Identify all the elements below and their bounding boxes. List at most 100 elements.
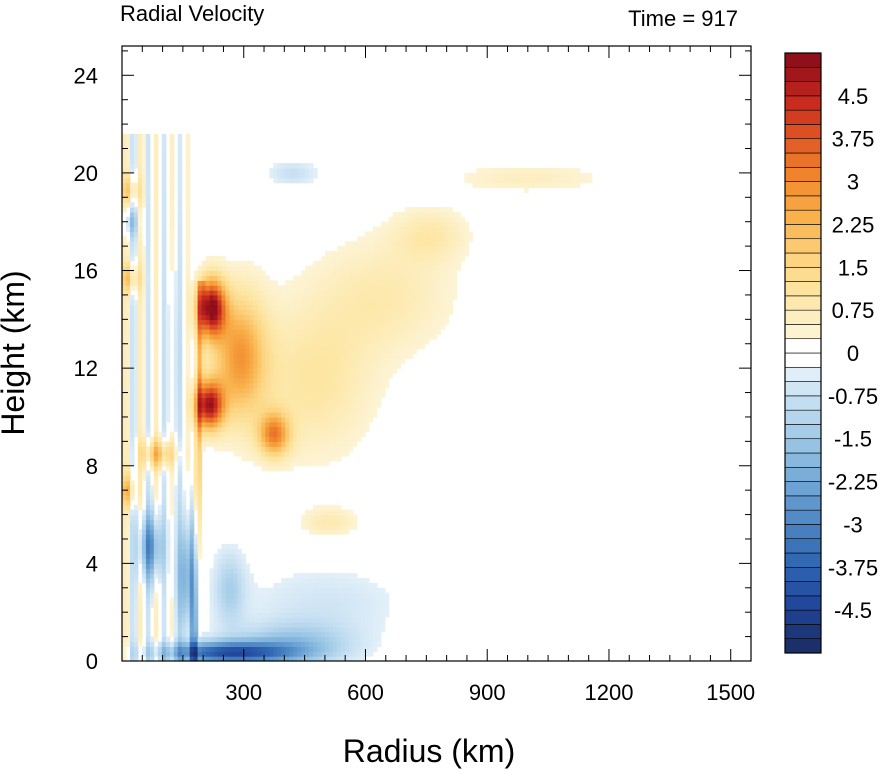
field-cell <box>257 397 262 403</box>
field-cell <box>249 265 254 272</box>
field-cell <box>273 656 278 662</box>
field-cell <box>567 182 573 189</box>
field-cell <box>265 412 270 418</box>
field-cell <box>237 358 242 364</box>
field-cell <box>126 592 131 599</box>
field-cell <box>344 509 350 516</box>
field-cell <box>341 626 346 633</box>
field-cell <box>233 631 239 638</box>
field-cell <box>130 548 135 555</box>
field-cell <box>161 412 167 418</box>
field-cell <box>173 626 179 633</box>
field-cell <box>126 451 131 457</box>
field-cell <box>277 641 282 647</box>
field-cell <box>404 226 410 233</box>
field-cell <box>130 358 135 364</box>
field-cell <box>512 177 517 184</box>
field-cell <box>233 592 239 599</box>
field-cell <box>285 607 290 613</box>
field-cell <box>245 612 250 618</box>
field-cell <box>376 602 382 608</box>
field-cell <box>329 260 334 267</box>
field-cell <box>329 456 334 462</box>
field-cell <box>297 304 302 311</box>
field-cell <box>329 407 334 413</box>
field-cell <box>185 509 191 516</box>
field-cell <box>165 534 171 540</box>
field-cell <box>185 421 191 428</box>
field-cell <box>329 451 334 457</box>
field-cell <box>380 626 386 633</box>
field-cell <box>193 343 199 350</box>
field-cell <box>337 656 342 662</box>
field-cell <box>333 451 338 457</box>
field-cell <box>329 368 334 374</box>
field-cell <box>209 368 215 374</box>
field-cell <box>400 231 406 237</box>
field-cell <box>380 377 386 384</box>
field-cell <box>177 265 183 272</box>
field-cell <box>301 436 306 442</box>
field-cell <box>436 231 442 237</box>
field-cell <box>233 451 239 457</box>
field-cell <box>277 617 282 623</box>
field-cell <box>241 563 246 569</box>
field-cell <box>297 314 302 320</box>
field-cell <box>317 436 322 442</box>
field-cell <box>161 490 167 496</box>
field-cell <box>392 363 398 369</box>
field-cell <box>137 133 143 140</box>
field-cell <box>396 251 402 257</box>
field-cell <box>122 148 127 154</box>
field-cell <box>145 470 151 477</box>
field-cell <box>197 446 203 452</box>
field-cell <box>141 280 147 286</box>
field-cell <box>313 509 318 516</box>
field-cell <box>321 636 326 643</box>
field-cell <box>149 563 155 569</box>
field-cell <box>504 177 509 184</box>
field-cell <box>130 138 135 145</box>
field-cell <box>273 353 278 359</box>
field-cell <box>333 524 338 530</box>
field-cell <box>122 202 127 208</box>
field-cell <box>424 285 430 291</box>
field-cell <box>173 294 179 301</box>
field-cell <box>130 192 135 198</box>
field-cell <box>583 177 589 184</box>
field-cell <box>309 529 314 535</box>
field-cell <box>329 392 334 398</box>
field-cell <box>337 617 342 623</box>
field-cell <box>404 299 410 306</box>
field-cell <box>528 168 533 174</box>
field-cell <box>301 617 306 623</box>
field-cell <box>372 602 378 608</box>
field-cell <box>133 558 139 564</box>
field-cell <box>344 363 350 369</box>
field-cell <box>277 304 282 311</box>
field-cell <box>177 236 183 242</box>
field-cell <box>313 529 318 535</box>
field-cell <box>352 607 358 613</box>
field-cell <box>137 412 143 418</box>
field-cell <box>133 368 139 374</box>
field-cell <box>281 377 286 384</box>
field-cell <box>261 592 266 599</box>
field-cell <box>305 426 310 433</box>
field-cell <box>432 236 438 242</box>
field-cell <box>173 563 179 569</box>
field-cell <box>329 524 334 530</box>
field-cell <box>133 387 139 394</box>
field-cell <box>205 343 211 350</box>
field-cell <box>484 182 489 189</box>
field-cell <box>165 363 171 369</box>
field-cell <box>237 407 242 413</box>
field-cell <box>245 353 250 359</box>
field-cell <box>209 397 215 403</box>
field-cell <box>233 280 239 286</box>
field-cell <box>130 163 135 169</box>
field-cell <box>364 324 370 330</box>
field-cell <box>145 563 151 569</box>
field-cell <box>122 314 127 320</box>
field-cell <box>133 592 139 599</box>
